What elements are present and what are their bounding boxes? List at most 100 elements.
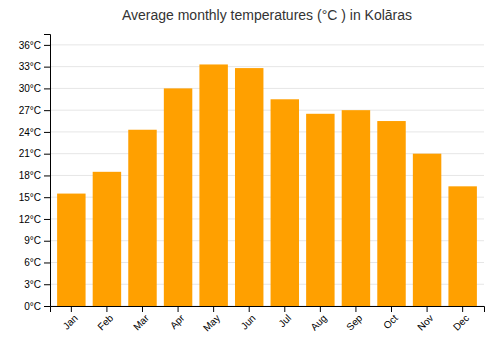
x-tick-label: Jul <box>276 312 293 329</box>
bars <box>57 64 477 306</box>
y-tick-mark <box>44 262 50 263</box>
x-tick-mark <box>462 306 463 312</box>
y-tick: 18°C <box>19 170 50 181</box>
x-tick: Aug <box>308 306 328 333</box>
x-tick-label: Jan <box>61 312 80 331</box>
y-tick-label: 21°C <box>19 148 41 159</box>
x-tick-mark <box>284 306 285 312</box>
grid <box>50 45 484 306</box>
bar <box>448 186 476 306</box>
x-tick-label: Dec <box>451 312 471 332</box>
bar <box>128 130 156 306</box>
grid-line <box>50 131 484 132</box>
x-tick: Nov <box>415 306 435 333</box>
x-tick-mark <box>106 306 107 312</box>
y-tick: 21°C <box>19 148 50 159</box>
x-tick-label: Aug <box>308 312 328 332</box>
grid-line <box>50 66 484 67</box>
y-tick-mark <box>44 284 50 285</box>
y-tick-mark <box>44 88 50 89</box>
x-tick-mark <box>71 306 72 312</box>
x-tick: Oct <box>381 306 400 331</box>
y-tick: 33°C <box>19 61 50 72</box>
bar <box>57 194 85 306</box>
y-tick-label: 3°C <box>24 279 41 290</box>
title: Average monthly temperatures (°C ) in Ko… <box>122 7 412 23</box>
grid-line <box>50 110 484 111</box>
y-tick-label: 0°C <box>24 301 41 312</box>
x-tick-label: Feb <box>95 312 115 332</box>
x-tick-mark <box>213 306 214 312</box>
bar <box>413 154 441 306</box>
x-tick: Jul <box>276 306 293 329</box>
y-tick: 0°C <box>24 301 50 312</box>
y-tick-mark <box>44 110 50 111</box>
x-tick-mark <box>249 306 250 312</box>
y-tick: 36°C <box>19 40 50 51</box>
x-tick-label: May <box>201 312 222 333</box>
x-tick-label: Sep <box>344 312 365 333</box>
y-tick-label: 18°C <box>19 170 41 181</box>
x-axis: Jan Feb Mar Apr May Jun Jul Aug Sep Oct Nov Dec <box>51 306 485 334</box>
bar <box>377 121 405 306</box>
x-tick-label: Apr <box>168 312 187 331</box>
y-tick-mark <box>44 132 50 133</box>
y-tick-mark <box>44 175 50 176</box>
y-tick: 30°C <box>19 83 50 94</box>
x-tick: Jun <box>239 306 258 332</box>
x-tick-label: Oct <box>381 312 400 331</box>
bar <box>199 64 227 306</box>
chart: Jan Feb Mar Apr May Jun Jul Aug Sep Oct Nov Dec 0°C 3… <box>0 0 500 350</box>
grid-line <box>50 44 484 45</box>
y-tick-mark <box>44 219 50 220</box>
x-axis-line <box>51 307 485 313</box>
bar <box>164 88 192 306</box>
x-tick-mark <box>142 306 143 312</box>
y-tick: 24°C <box>19 127 50 138</box>
bar <box>342 110 370 306</box>
x-tick-label: Mar <box>131 312 151 332</box>
y-tick-label: 36°C <box>19 40 41 51</box>
grid-line <box>50 88 484 89</box>
x-tick: Mar <box>131 306 151 332</box>
x-tick-mark <box>178 306 179 312</box>
x-tick-mark <box>355 306 356 312</box>
y-tick: 9°C <box>24 235 50 246</box>
bar <box>306 114 334 306</box>
y-tick: 3°C <box>24 279 50 290</box>
x-tick-label: Jun <box>239 312 258 331</box>
y-axis-line <box>44 35 51 307</box>
y-tick-label: 15°C <box>19 192 41 203</box>
y-tick-mark <box>44 45 50 46</box>
plot: Jan Feb Mar Apr May Jun Jul Aug Sep Oct Nov Dec 0°C 3… <box>19 35 485 334</box>
x-tick: Sep <box>344 306 365 333</box>
y-tick-label: 27°C <box>19 105 41 116</box>
y-tick-mark <box>44 197 50 198</box>
x-tick: May <box>201 306 222 334</box>
bar <box>93 172 121 306</box>
y-tick-label: 12°C <box>19 214 41 225</box>
y-tick-label: 30°C <box>19 83 41 94</box>
y-tick-label: 33°C <box>19 61 41 72</box>
x-tick-mark <box>391 306 392 312</box>
y-axis: 0°C 3°C 6°C 9°C 12°C 15°C 18°C 21°C 24°C 27°C 30°C… <box>19 35 51 312</box>
y-tick: 27°C <box>19 105 50 116</box>
bar <box>235 68 263 306</box>
y-tick: 15°C <box>19 192 50 203</box>
y-tick: 6°C <box>24 257 50 268</box>
y-tick-mark <box>44 241 50 242</box>
x-tick: Apr <box>168 306 187 331</box>
x-tick: Feb <box>95 306 115 332</box>
x-tick-mark <box>427 306 428 312</box>
y-tick-mark <box>44 154 50 155</box>
y-tick-label: 6°C <box>24 257 41 268</box>
y-tick-label: 24°C <box>19 127 41 138</box>
bar <box>271 99 299 306</box>
x-tick-label: Nov <box>415 312 435 332</box>
y-tick-mark <box>44 67 50 68</box>
x-tick-mark <box>320 306 321 312</box>
y-tick: 12°C <box>19 214 50 225</box>
y-tick-mark <box>44 306 50 307</box>
x-tick: Dec <box>451 306 471 333</box>
x-tick: Jan <box>61 306 80 332</box>
